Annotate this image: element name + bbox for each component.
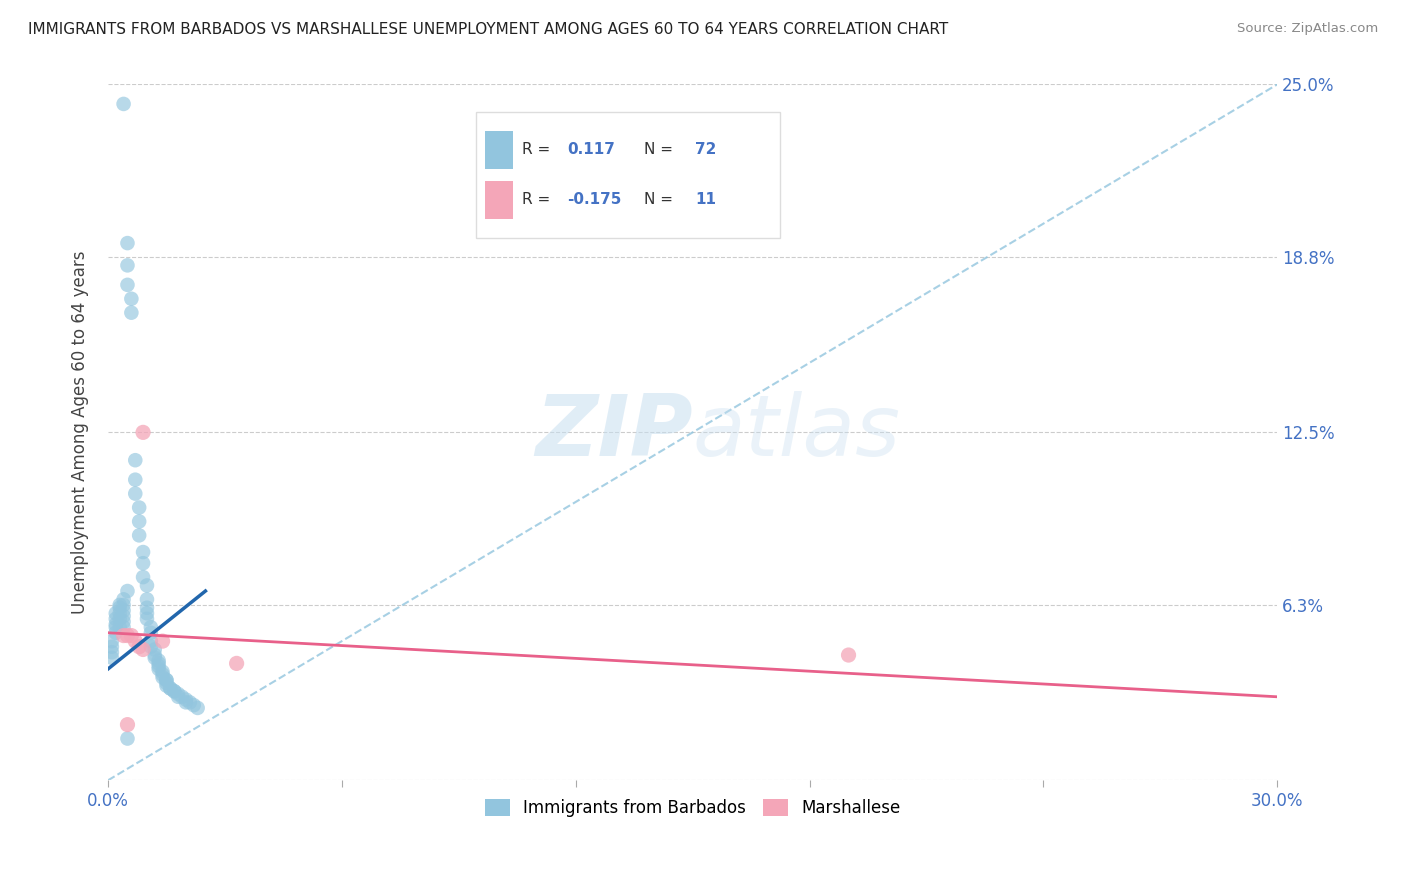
Point bbox=[174, 695, 197, 709]
Point bbox=[163, 684, 186, 698]
Text: atlas: atlas bbox=[693, 391, 901, 474]
Point bbox=[101, 650, 124, 665]
Point bbox=[128, 640, 150, 654]
Point bbox=[108, 612, 131, 626]
Point bbox=[124, 453, 146, 467]
Point bbox=[132, 425, 155, 440]
Point bbox=[155, 673, 177, 687]
Point bbox=[136, 592, 159, 607]
Point bbox=[132, 570, 155, 584]
Text: Source: ZipAtlas.com: Source: ZipAtlas.com bbox=[1237, 22, 1378, 36]
Point bbox=[174, 692, 197, 706]
Point bbox=[159, 681, 181, 696]
Point bbox=[117, 629, 139, 643]
Point bbox=[139, 625, 162, 640]
Point bbox=[155, 676, 177, 690]
Point bbox=[132, 642, 155, 657]
Point bbox=[108, 620, 131, 634]
Point bbox=[187, 701, 209, 715]
Point bbox=[159, 681, 181, 696]
Point bbox=[124, 486, 146, 500]
Point bbox=[152, 634, 174, 648]
Point bbox=[132, 556, 155, 570]
Point bbox=[112, 629, 135, 643]
Point bbox=[155, 679, 177, 693]
Point bbox=[120, 292, 142, 306]
Point bbox=[148, 659, 170, 673]
Point bbox=[136, 600, 159, 615]
Point bbox=[148, 662, 170, 676]
Point bbox=[152, 665, 174, 679]
Point bbox=[101, 645, 124, 659]
Point bbox=[132, 545, 155, 559]
Point bbox=[124, 634, 146, 648]
Text: IMMIGRANTS FROM BARBADOS VS MARSHALLESE UNEMPLOYMENT AMONG AGES 60 TO 64 YEARS C: IMMIGRANTS FROM BARBADOS VS MARSHALLESE … bbox=[28, 22, 949, 37]
Point bbox=[167, 690, 190, 704]
Point bbox=[108, 600, 131, 615]
Point bbox=[179, 695, 201, 709]
Point bbox=[112, 615, 135, 629]
Point bbox=[139, 640, 162, 654]
Point bbox=[108, 607, 131, 621]
Point bbox=[148, 657, 170, 671]
Point bbox=[117, 731, 139, 746]
Point bbox=[104, 612, 127, 626]
Point bbox=[112, 603, 135, 617]
Point bbox=[128, 500, 150, 515]
Point bbox=[108, 598, 131, 612]
Point bbox=[120, 629, 142, 643]
Point bbox=[170, 690, 193, 704]
Point bbox=[104, 625, 127, 640]
Point bbox=[104, 617, 127, 632]
Point bbox=[112, 97, 135, 112]
Point bbox=[152, 667, 174, 681]
Y-axis label: Unemployment Among Ages 60 to 64 years: Unemployment Among Ages 60 to 64 years bbox=[72, 251, 89, 614]
Point bbox=[124, 473, 146, 487]
Point bbox=[112, 620, 135, 634]
Point bbox=[143, 648, 166, 662]
Point bbox=[136, 578, 159, 592]
Point bbox=[101, 634, 124, 648]
Point bbox=[139, 634, 162, 648]
Point bbox=[112, 592, 135, 607]
Point bbox=[139, 620, 162, 634]
Legend: Immigrants from Barbados, Marshallese: Immigrants from Barbados, Marshallese bbox=[478, 793, 907, 824]
Point bbox=[148, 654, 170, 668]
Point bbox=[117, 258, 139, 272]
Point bbox=[117, 717, 139, 731]
Point bbox=[183, 698, 205, 713]
Point bbox=[143, 642, 166, 657]
Point bbox=[128, 515, 150, 529]
Point bbox=[101, 640, 124, 654]
Point bbox=[104, 620, 127, 634]
Point bbox=[136, 607, 159, 621]
Point bbox=[120, 306, 142, 320]
Point bbox=[155, 673, 177, 687]
Point bbox=[838, 648, 860, 662]
Point bbox=[136, 612, 159, 626]
Point bbox=[112, 609, 135, 624]
Text: ZIP: ZIP bbox=[536, 391, 693, 474]
Point bbox=[167, 687, 190, 701]
Point bbox=[117, 277, 139, 292]
Point bbox=[143, 650, 166, 665]
Point bbox=[117, 236, 139, 251]
Point bbox=[152, 670, 174, 684]
Point bbox=[117, 584, 139, 599]
Point bbox=[128, 528, 150, 542]
Point bbox=[104, 607, 127, 621]
Point bbox=[112, 598, 135, 612]
Point bbox=[225, 657, 247, 671]
Point bbox=[163, 684, 186, 698]
